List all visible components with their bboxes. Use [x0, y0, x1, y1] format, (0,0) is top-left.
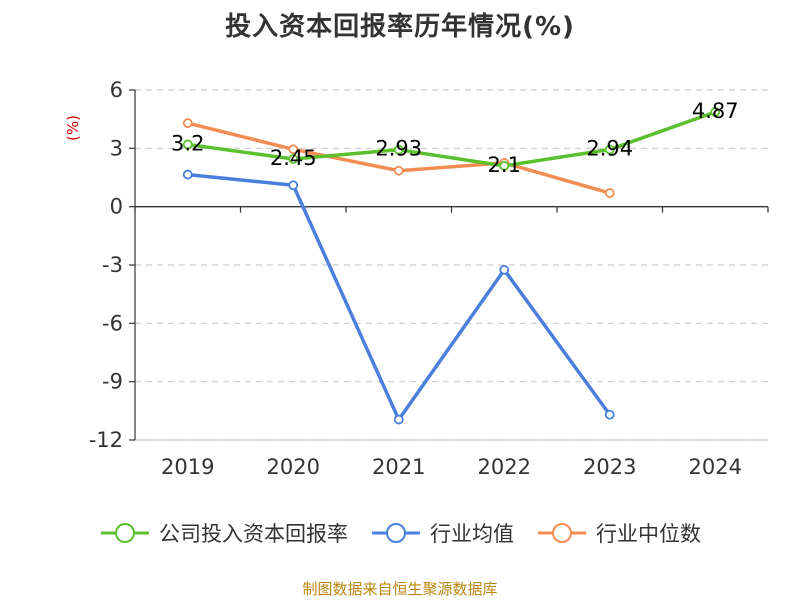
y-axis-label: (%) [64, 115, 82, 141]
data-point [393, 144, 404, 155]
legend-item[interactable]: 行业中位数 [536, 518, 701, 548]
data-point [604, 188, 615, 198]
x-tick-label: 2024 [689, 455, 742, 479]
data-labels: 3.2 2.45 2.93 2.1 2.94 4.87 [171, 99, 739, 177]
data-label: 4.87 [692, 99, 739, 123]
data-point [288, 144, 299, 155]
legend-circle [115, 523, 135, 543]
legend-label: 公司投入资本回报率 [159, 522, 348, 546]
series-line [187, 172, 612, 422]
x-tick-label: 2019 [161, 455, 214, 479]
legend-label: 行业中位数 [596, 522, 701, 546]
line-chart: 6 3 0 -3 -6 -9 -12 2019 2020 2021 2022 2023 2024 3.2… [64, 78, 769, 479]
legend-circle [386, 523, 406, 543]
legend-marker-icon [538, 523, 586, 543]
legend-marker-icon [101, 523, 149, 543]
data-point [499, 264, 510, 275]
data-point [182, 139, 193, 150]
series-lines [182, 107, 721, 425]
data-point [604, 144, 615, 155]
series-line [187, 110, 716, 168]
data-point [288, 180, 299, 191]
y-tick-label: 6 [110, 78, 123, 102]
legend-label: 行业均值 [430, 522, 514, 546]
y-tick-label: -12 [89, 428, 123, 452]
x-tick-label: 2023 [583, 455, 636, 479]
legend-item[interactable]: 行业均值 [370, 518, 514, 548]
legend-circle [552, 523, 572, 543]
data-label: 2.45 [270, 146, 317, 170]
y-tick-label: -6 [102, 311, 123, 335]
x-tick-label: 2022 [478, 455, 531, 479]
data-point [182, 118, 193, 128]
axes [129, 89, 769, 441]
x-tick-label: 2021 [372, 455, 425, 479]
legend: 公司投入资本回报率 行业均值 行业中位数 [0, 518, 800, 548]
y-tick-label: -3 [102, 253, 123, 277]
data-point [710, 107, 721, 117]
y-tick-label: -9 [102, 370, 123, 394]
data-label: 2.1 [488, 153, 521, 177]
y-tick-label: 0 [110, 195, 123, 219]
data-point [604, 409, 615, 420]
data-label: 3.2 [171, 131, 204, 155]
data-point [393, 165, 404, 176]
data-point [288, 154, 299, 164]
data-point [393, 414, 404, 425]
grid [135, 89, 768, 441]
data-point [499, 160, 510, 171]
chart-title: 投入资本回报率历年情况(%) [225, 12, 575, 42]
source-note: 制图数据来自恒生聚源数据库 [302, 580, 498, 598]
x-tick-label: 2020 [267, 455, 320, 479]
legend-marker-icon [372, 523, 420, 543]
data-point [182, 169, 193, 180]
y-tick-label: 3 [110, 136, 123, 160]
tick-labels: 6 3 0 -3 -6 -9 -12 2019 2020 2021 2022 2023 2024 [89, 78, 742, 479]
data-label: 2.93 [375, 137, 422, 161]
data-label: 2.94 [586, 137, 633, 161]
legend-item[interactable]: 公司投入资本回报率 [99, 518, 348, 548]
